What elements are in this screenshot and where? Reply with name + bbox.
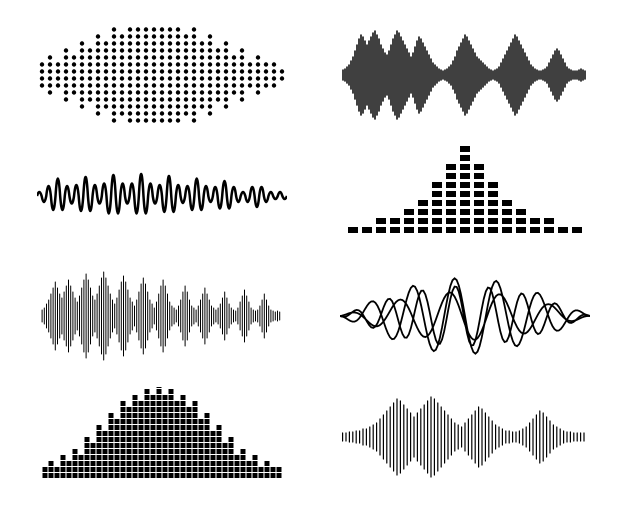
waveform-grid — [0, 0, 626, 512]
wave-dots-equalizer — [30, 20, 293, 131]
wave-block-equalizer — [333, 141, 596, 252]
wave-thin-waveform — [30, 261, 293, 372]
wave-smooth-oscilloscope — [30, 141, 293, 252]
wave-pixel-equalizer — [30, 382, 293, 493]
wave-dense-waveform — [333, 20, 596, 131]
wave-line-waveform — [333, 382, 596, 493]
wave-triple-wave — [333, 261, 596, 372]
